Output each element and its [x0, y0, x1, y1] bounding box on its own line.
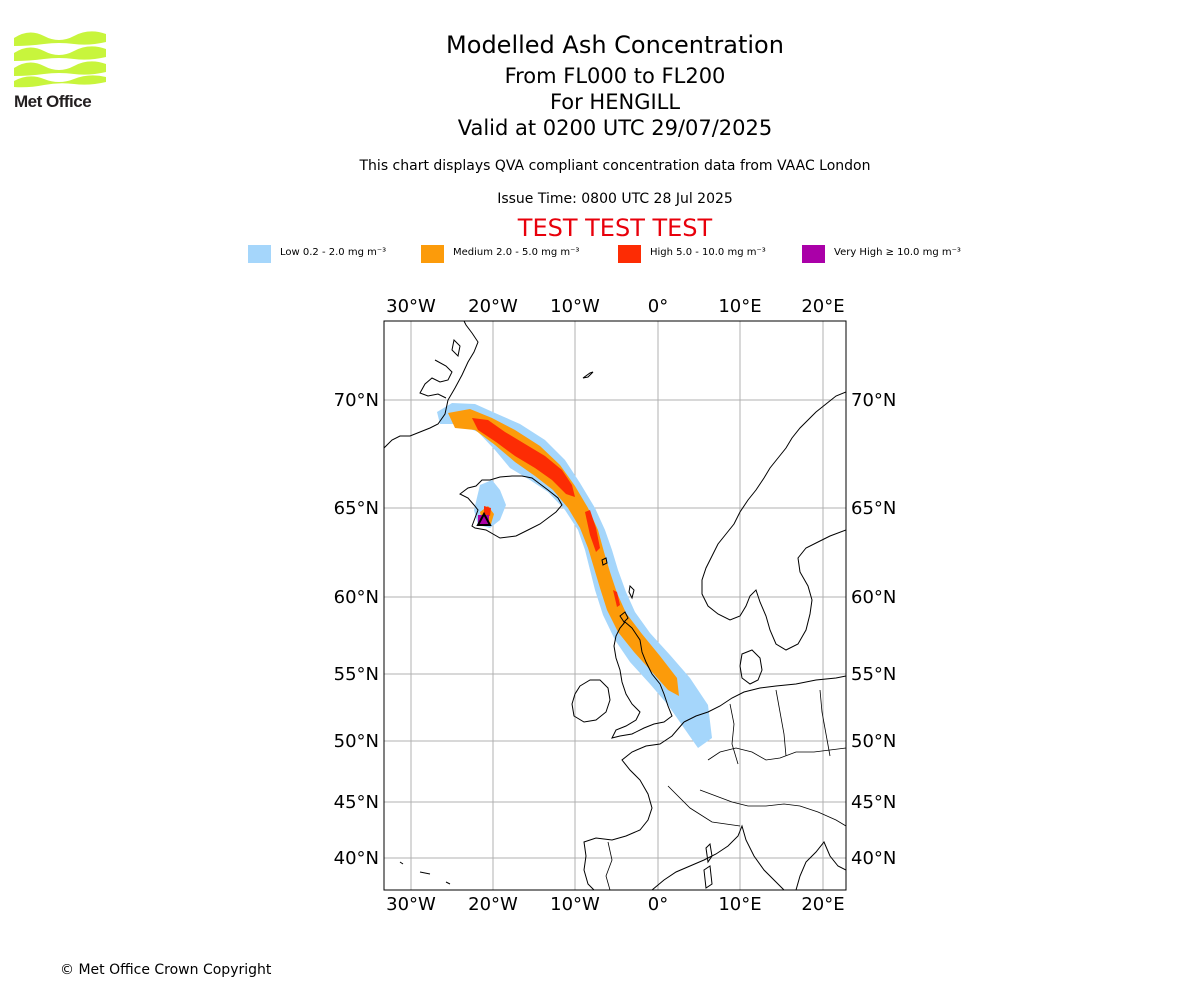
legend-swatch-high — [618, 245, 641, 263]
met-office-logo — [14, 31, 106, 88]
gridlines — [384, 321, 846, 890]
lat-tick-right-45n: 45°N — [851, 792, 896, 813]
volcano-name: For HENGILL — [549, 90, 681, 114]
longitude-labels-top: 30°W 20°W 10°W 0° 10°E 20°E — [386, 296, 844, 317]
chart-title: Modelled Ash Concentration — [446, 31, 784, 59]
lon-tick-top-10e: 10°E — [718, 296, 761, 317]
lon-tick-top-10w: 10°W — [550, 296, 600, 317]
lon-tick-bottom-0: 0° — [648, 894, 668, 915]
lon-tick-top-0: 0° — [648, 296, 668, 317]
legend-label-high: High 5.0 - 10.0 mg m⁻³ — [650, 247, 766, 258]
legend-swatch-very-high — [802, 245, 825, 263]
longitude-labels-bottom: 30°W 20°W 10°W 0° 10°E 20°E — [386, 894, 844, 915]
legend-swatch-low — [248, 245, 271, 263]
lat-tick-right-60n: 60°N — [851, 587, 896, 608]
map-frame — [383, 320, 847, 891]
lat-tick-left-55n: 55°N — [334, 664, 379, 685]
lat-tick-left-60n: 60°N — [334, 587, 379, 608]
lon-tick-bottom-10w: 10°W — [550, 894, 600, 915]
lat-tick-left-65n: 65°N — [334, 498, 379, 519]
volcano-marker-hengill — [476, 511, 492, 526]
logo-wordmark: Met Office — [14, 92, 92, 111]
lat-tick-right-50n: 50°N — [851, 731, 896, 752]
coastlines — [384, 321, 846, 890]
legend-label-low: Low 0.2 - 2.0 mg m⁻³ — [280, 247, 387, 258]
latitude-labels-left: 70°N 65°N 60°N 55°N 50°N 45°N 40°N — [334, 390, 379, 869]
lat-tick-left-40n: 40°N — [334, 848, 379, 869]
lat-tick-right-70n: 70°N — [851, 390, 896, 411]
lon-tick-top-20w: 20°W — [468, 296, 518, 317]
lon-tick-bottom-30w: 30°W — [386, 894, 436, 915]
legend-label-very-high: Very High ≥ 10.0 mg m⁻³ — [834, 247, 961, 258]
legend-label-medium: Medium 2.0 - 5.0 mg m⁻³ — [453, 247, 580, 258]
ash-high-region — [472, 418, 620, 607]
test-banner: TEST TEST TEST — [517, 214, 713, 242]
lon-tick-bottom-10e: 10°E — [718, 894, 761, 915]
latitude-labels-right: 70°N 65°N 60°N 55°N 50°N 45°N 40°N — [851, 390, 896, 869]
lon-tick-bottom-20w: 20°W — [468, 894, 518, 915]
lat-tick-right-40n: 40°N — [851, 848, 896, 869]
lat-tick-right-65n: 65°N — [851, 498, 896, 519]
lat-tick-left-45n: 45°N — [334, 792, 379, 813]
lon-tick-top-30w: 30°W — [386, 296, 436, 317]
lon-tick-top-20e: 20°E — [801, 296, 844, 317]
issue-time: Issue Time: 0800 UTC 28 Jul 2025 — [497, 191, 733, 207]
qva-note: This chart displays QVA compliant concen… — [359, 158, 871, 174]
valid-time: Valid at 0200 UTC 29/07/2025 — [457, 116, 773, 140]
lat-tick-right-55n: 55°N — [851, 664, 896, 685]
lat-tick-left-70n: 70°N — [334, 390, 379, 411]
copyright-notice: © Met Office Crown Copyright — [60, 962, 272, 978]
ash-medium-region — [448, 409, 679, 696]
legend-swatch-medium — [421, 245, 444, 263]
lat-tick-left-50n: 50°N — [334, 731, 379, 752]
flight-levels: From FL000 to FL200 — [504, 64, 726, 88]
lon-tick-bottom-20e: 20°E — [801, 894, 844, 915]
ash-very-high-region — [478, 515, 489, 526]
